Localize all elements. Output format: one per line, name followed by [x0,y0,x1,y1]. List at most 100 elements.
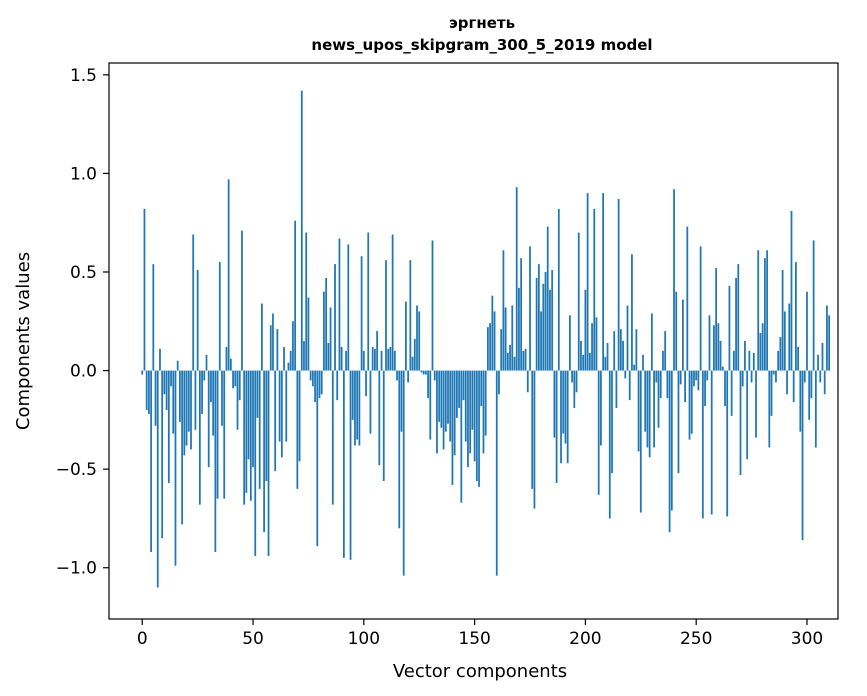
bar [710,370,713,515]
bar [577,232,580,371]
bar [143,208,146,371]
bar [675,291,678,371]
bar [453,370,456,456]
bar [573,370,576,409]
x-axis-label: Vector components [393,661,567,682]
bar [797,346,799,371]
bar [642,354,644,371]
bar [318,370,321,399]
bar [400,370,403,432]
bar [781,270,784,371]
bar [159,348,161,371]
bar [752,352,755,371]
bar [176,360,179,371]
bar [540,311,542,371]
bar [311,370,314,387]
bar [713,325,715,371]
bar [699,246,702,371]
bar [287,362,290,371]
bar [750,370,753,383]
bar [280,370,283,458]
bar [420,370,423,373]
y-tick-label: −1.0 [56,559,97,579]
bar [285,370,288,442]
bar [489,323,491,371]
bar [360,256,363,371]
bar [243,370,246,505]
bar [433,370,436,381]
bar [320,370,323,395]
bar [746,370,749,460]
bar [367,232,370,371]
bar [187,370,190,432]
bar [305,232,308,371]
bar [504,307,507,371]
bar [498,370,500,395]
bar [515,187,518,371]
bar [664,331,667,371]
bar [730,370,733,416]
bar [387,348,390,371]
bar [657,370,660,428]
bar [495,370,498,576]
y-axis-ticks: −1.0 −0.5 0.0 0.5 1.0 1.5 [56,66,109,579]
bar [828,315,831,371]
bar [766,250,768,371]
bar [254,370,257,556]
bar [542,283,545,371]
bar [269,325,272,371]
bar [633,364,636,371]
bar [440,370,443,428]
bar [236,370,239,430]
x-tick-label: 200 [569,629,601,649]
bar [628,370,631,401]
bar [429,370,432,440]
bar [626,305,629,371]
bar [708,315,711,371]
bar [307,297,310,371]
bar [207,370,210,468]
bar [389,346,392,371]
bar [365,370,367,397]
bar [349,370,352,560]
bar [362,350,365,371]
bar [706,370,709,381]
bar [814,370,817,448]
bar [701,370,704,519]
bar [662,350,664,371]
bar [611,370,613,474]
bar [442,370,445,450]
y-tick-label: 1.0 [70,164,97,184]
bar [788,303,791,371]
bar [351,370,354,420]
bar [385,260,387,371]
bar [684,370,686,403]
bar [234,370,237,387]
bar [790,210,793,371]
x-tick-label: 250 [680,629,712,649]
bar [478,370,480,487]
bar [819,370,822,383]
bar [584,289,587,371]
bar [196,270,199,371]
y-tick-label: 1.5 [70,66,97,86]
bar [221,370,223,426]
bar [261,303,263,371]
bar [267,370,270,556]
bar [506,352,509,371]
x-axis-ticks: 0 50 100 150 200 250 300 [137,619,823,649]
bar [821,342,824,371]
bar [156,370,159,588]
bar [393,350,396,371]
bar [150,370,152,552]
bar [216,370,219,499]
bar [451,370,454,485]
bar [229,358,232,371]
bar [436,370,438,454]
bar [529,246,531,371]
bar [648,370,651,458]
bar [537,264,540,371]
bar [336,370,339,401]
bar [210,370,212,403]
bar [194,370,197,430]
